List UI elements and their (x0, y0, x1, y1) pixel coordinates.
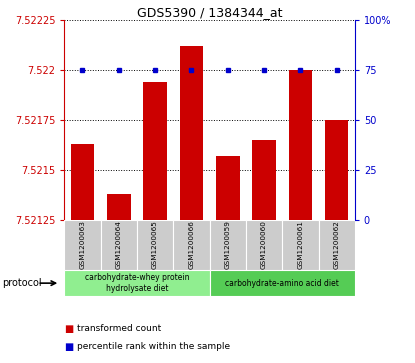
Bar (210, 220, 246, 270)
Text: ■: ■ (64, 323, 73, 334)
Bar (319, 220, 355, 270)
Bar (100, 220, 137, 270)
Bar (288, 70, 312, 220)
Text: GSM1200063: GSM1200063 (80, 221, 85, 269)
Bar (64, 220, 101, 270)
Bar (210, 270, 355, 296)
Bar (216, 156, 239, 220)
Text: carbohydrate-amino acid diet: carbohydrate-amino acid diet (225, 279, 339, 287)
Text: transformed count: transformed count (77, 324, 161, 333)
Bar (180, 46, 203, 220)
Bar (252, 140, 276, 220)
Text: GSM1200066: GSM1200066 (188, 221, 194, 269)
Title: GDS5390 / 1384344_at: GDS5390 / 1384344_at (137, 6, 282, 19)
Text: GSM1200064: GSM1200064 (116, 221, 122, 269)
Bar (137, 220, 173, 270)
Text: carbohydrate-whey protein
hydrolysate diet: carbohydrate-whey protein hydrolysate di… (85, 273, 189, 293)
Text: ■: ■ (64, 342, 73, 352)
Text: percentile rank within the sample: percentile rank within the sample (77, 342, 230, 351)
Text: protocol: protocol (2, 278, 42, 288)
Bar (64, 270, 210, 296)
Text: GSM1200065: GSM1200065 (152, 221, 158, 269)
Bar (282, 220, 319, 270)
Bar (107, 194, 131, 220)
Bar (71, 144, 94, 220)
Text: GSM1200061: GSM1200061 (298, 221, 303, 269)
Bar (143, 82, 167, 220)
Text: GSM1200059: GSM1200059 (225, 221, 231, 269)
Text: GSM1200062: GSM1200062 (334, 221, 339, 269)
Bar (173, 220, 210, 270)
Bar (246, 220, 282, 270)
Bar (325, 120, 349, 220)
Text: GSM1200060: GSM1200060 (261, 221, 267, 269)
